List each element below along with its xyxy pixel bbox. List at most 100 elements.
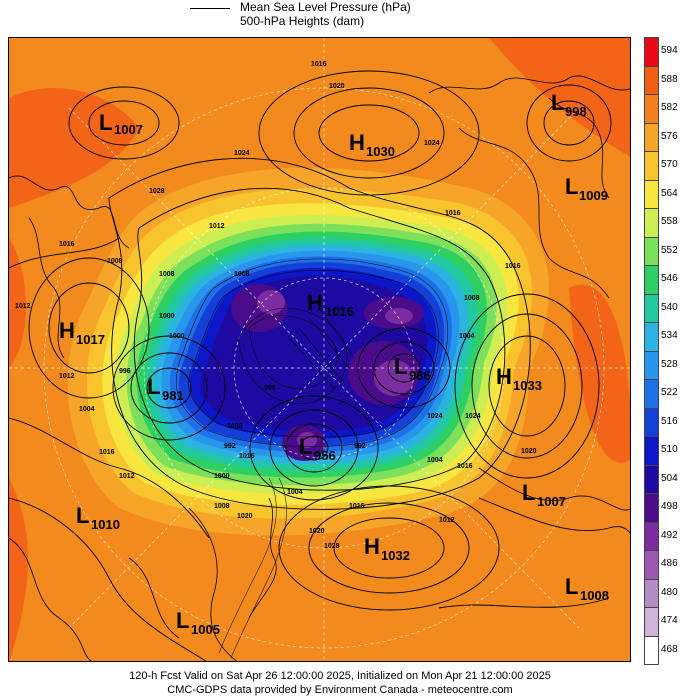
colorbar-label: 588: [661, 73, 678, 85]
colorbar-label: 528: [661, 358, 678, 370]
svg-text:1005: 1005: [191, 622, 220, 637]
svg-text:H: H: [59, 318, 75, 343]
colorbar-label: 540: [661, 301, 678, 313]
height-core-486-b: [385, 308, 413, 324]
high-1030-north: H 1030: [349, 130, 395, 159]
colorbar-cell: [644, 407, 659, 437]
isobar-label: 1020: [329, 83, 345, 90]
colorbar-label: 522: [661, 387, 678, 399]
colorbar-label: 498: [661, 501, 678, 513]
colorbar-cell: [644, 236, 659, 266]
height-fill-588-sw: [9, 478, 28, 661]
colorbar-cell: [644, 265, 659, 295]
isobar-label: 1024: [465, 413, 481, 420]
colorbar-label: 510: [661, 444, 678, 456]
isobar-label: 1008: [227, 423, 243, 430]
isobar-label: 1016: [349, 503, 365, 510]
colorbar-cell: [644, 379, 659, 409]
isobar-label: 1008: [234, 271, 250, 278]
svg-text:L: L: [76, 503, 89, 528]
isobar-label: 1008: [107, 258, 123, 265]
colorbar-cell: [644, 37, 659, 67]
isobar-label: 1016: [59, 241, 75, 248]
data-credit-text: CMC-GDPS data provided by Environment Ca…: [167, 684, 513, 696]
high-1033-east: H 1033: [496, 364, 542, 393]
colorbar-label: 486: [661, 558, 678, 570]
colorbar-cell: [644, 208, 659, 238]
svg-text:H: H: [496, 364, 512, 389]
low-1008-se-corner: L 1008: [565, 574, 609, 603]
isobar-label: 1016: [99, 449, 115, 456]
isobar-label: 1012: [209, 223, 225, 230]
colorbar-cell: [644, 635, 659, 665]
colorbar-label: 480: [661, 586, 678, 598]
isobar-label: 1024: [424, 140, 440, 147]
colorbar-label: 552: [661, 244, 678, 256]
height-colorbar: [644, 37, 659, 665]
pressure-systems: L 1007 H 1030 L 998 L 1009 H 1017 H 1016 L 981 …: [59, 90, 609, 637]
isobar-label: 1012: [119, 473, 135, 480]
svg-text:986: 986: [409, 368, 431, 383]
low-1007-se: L 1007: [522, 480, 566, 509]
colorbar-cell: [644, 550, 659, 580]
svg-text:981: 981: [162, 388, 184, 403]
svg-text:L: L: [551, 90, 564, 115]
svg-text:1030: 1030: [366, 144, 395, 159]
colorbar-cell: [644, 179, 659, 209]
svg-text:H: H: [307, 290, 323, 315]
mslp-legend-label: Mean Sea Level Pressure (hPa): [240, 0, 411, 14]
colorbar-label: 504: [661, 472, 678, 484]
isobars: [9, 70, 630, 661]
svg-text:1010: 1010: [91, 517, 120, 532]
isobar-label: 1020: [237, 513, 253, 520]
colorbar-label: 492: [661, 529, 678, 541]
isobar-label: 1004: [427, 457, 443, 464]
svg-text:956: 956: [314, 448, 336, 463]
isobar-label: 1024: [234, 150, 250, 157]
isobar-label: 1000: [159, 313, 175, 320]
svg-text:L: L: [394, 354, 407, 379]
colorbar-label: 474: [661, 615, 678, 627]
svg-text:L: L: [299, 434, 312, 459]
colorbar-cell: [644, 578, 659, 608]
isobar-label: 1000: [214, 473, 230, 480]
isobar-label: 1020: [309, 528, 325, 535]
low-1010-sw: L 1010: [76, 503, 120, 532]
height-fill-588-w: [9, 238, 26, 368]
colorbar-label: 468: [661, 643, 678, 655]
svg-text:1033: 1033: [513, 378, 542, 393]
isobar-label: 1000: [169, 333, 185, 340]
low-956-south: L 956: [299, 434, 336, 463]
height-core-486-a: [257, 290, 285, 314]
high-1016-center: H 1016: [307, 290, 354, 319]
colorbar-label: 516: [661, 415, 678, 427]
isobar-label: 1012: [15, 303, 31, 310]
svg-text:1032: 1032: [381, 548, 410, 563]
low-1007-nw: L 1007: [99, 110, 143, 137]
colorbar-cell: [644, 436, 659, 466]
forecast-validity-text: 120-h Fcst Valid on Sat Apr 26 12:00:00 …: [129, 670, 551, 682]
height-contours: [175, 258, 449, 659]
isobar-label: 1016: [311, 61, 327, 68]
svg-text:L: L: [99, 110, 112, 135]
svg-text:1016: 1016: [325, 304, 354, 319]
low-986-center: L 986: [394, 354, 431, 383]
isobar-label: 1028: [149, 188, 165, 195]
isobar-label: 996: [264, 385, 276, 392]
isobar-labels: 1016 1020 1024 1024 1028 1016 1012 1016 …: [15, 61, 537, 550]
colorbar-cell: [644, 607, 659, 637]
colorbar-cell: [644, 65, 659, 95]
isobar-label: 1028: [324, 543, 340, 550]
svg-text:L: L: [522, 480, 535, 505]
map-canvas: L 1007 H 1030 L 998 L 1009 H 1017 H 1016 L 981 …: [9, 38, 630, 661]
svg-text:L: L: [176, 608, 189, 633]
graticule: [9, 38, 630, 661]
coastlines: [9, 75, 630, 661]
colorbar-label: 534: [661, 330, 678, 342]
svg-text:L: L: [147, 374, 160, 399]
colorbar-label: 576: [661, 130, 678, 142]
isobar-label: 1012: [59, 373, 75, 380]
isobar-label: 1004: [287, 489, 303, 496]
svg-text:998: 998: [565, 104, 587, 119]
colorbar-label: 570: [661, 159, 678, 171]
